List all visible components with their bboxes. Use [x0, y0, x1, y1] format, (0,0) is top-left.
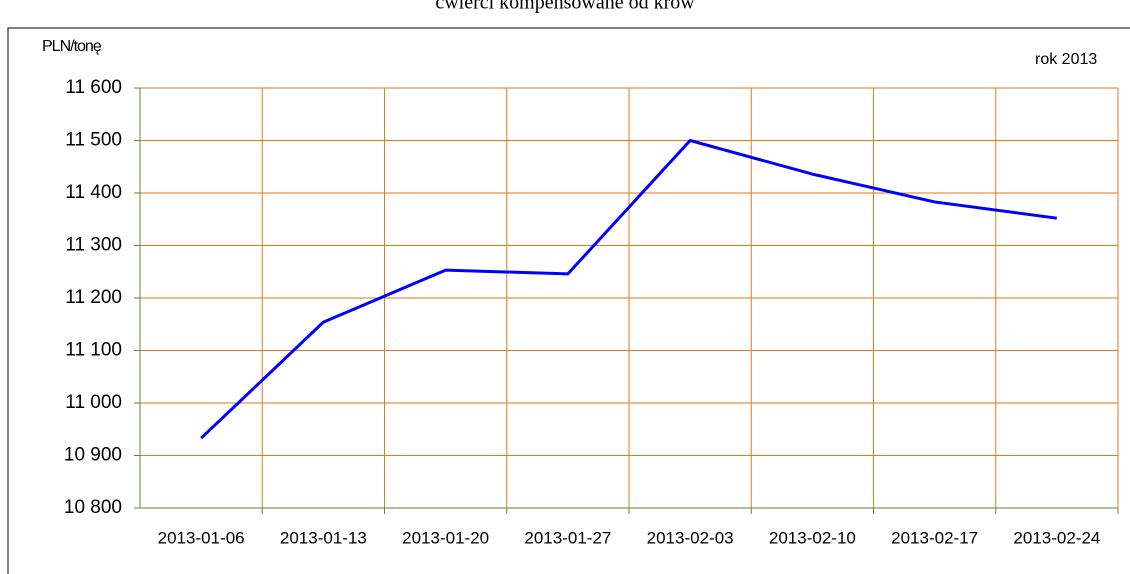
x-tick-label: 2013-02-24	[1013, 528, 1100, 547]
y-tick-label: 11 200	[65, 287, 122, 308]
x-tick-label: 2013-02-17	[891, 528, 978, 547]
x-tick-label: 2013-01-13	[280, 528, 367, 547]
x-tick-label: 2013-01-06	[158, 528, 245, 547]
y-tick-label: 11 300	[65, 235, 122, 256]
y-tick-label: 11 500	[65, 130, 122, 151]
y-tick-label: 11 600	[65, 77, 122, 98]
x-tick-label: 2013-01-20	[402, 528, 489, 547]
y-tick-label: 10 900	[64, 445, 122, 466]
chart-title: ćwierci kompensowane od krów	[435, 0, 695, 14]
y-tick-label: 10 800	[64, 497, 122, 518]
y-tick-label: 11 000	[65, 392, 122, 413]
chart-frame	[7, 27, 1130, 574]
annotation: rok 2013	[1035, 51, 1097, 68]
data-line	[200, 139, 1058, 440]
x-tick-label: 2013-01-27	[524, 528, 611, 547]
y-tick-label: 11 100	[65, 340, 122, 361]
y-axis-label: PLN/tonę	[42, 38, 102, 55]
y-tick-label: 11 400	[65, 182, 122, 203]
x-tick-label: 2013-02-10	[769, 528, 856, 547]
x-tick-label: 2013-02-03	[647, 528, 734, 547]
